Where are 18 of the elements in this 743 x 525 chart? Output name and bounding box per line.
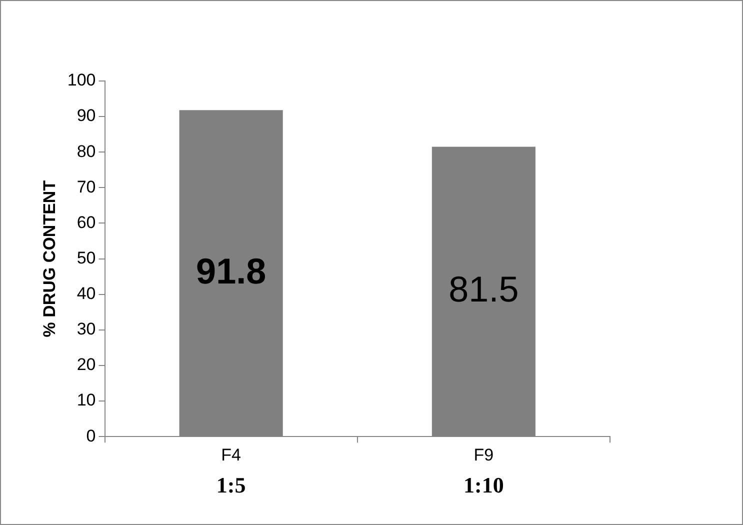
y-tick-label: 10 — [76, 390, 96, 410]
y-tick-label: 0 — [86, 426, 96, 446]
data-label: 81.5 — [448, 268, 519, 310]
text: 1:5 — [216, 472, 246, 498]
y-tick-label: 80 — [76, 142, 96, 161]
y-axis-title: % DRUG CONTENT — [40, 180, 59, 338]
y-tick-label: 100 — [67, 70, 96, 90]
y-tick-label: 20 — [76, 355, 96, 374]
x-tick-label: F9 — [474, 445, 494, 464]
y-tick-label: 70 — [76, 177, 96, 196]
y-tick-label: 60 — [76, 212, 96, 232]
y-tick-label: 40 — [76, 284, 96, 304]
text: 1:10 — [464, 472, 504, 498]
data-label: 91.8 — [196, 250, 266, 292]
y-tick-label: 30 — [76, 320, 96, 339]
y-tick-label: 50 — [76, 248, 96, 268]
y-tick-label: 90 — [76, 106, 96, 126]
x-tick-label: F4 — [221, 445, 241, 464]
